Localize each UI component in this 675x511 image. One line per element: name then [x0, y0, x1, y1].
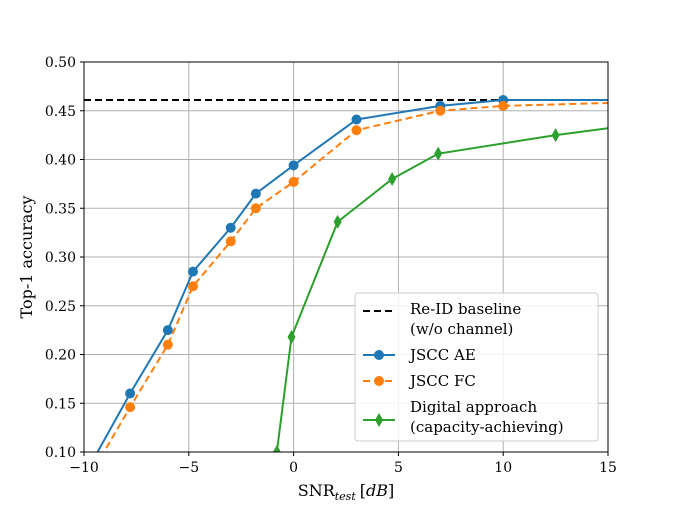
legend-box	[354, 292, 599, 442]
data-point-jscc-fc	[498, 100, 509, 111]
y-tick-label: 0.40	[45, 153, 76, 169]
data-point-jscc-fc	[187, 281, 198, 292]
data-point-jscc-ae	[351, 114, 362, 125]
data-point-digital-approach	[333, 214, 342, 229]
data-point-jscc-ae	[187, 266, 198, 277]
legend-label-re-id-baseline: (w/o channel)	[410, 320, 513, 338]
series-digital-approach	[272, 127, 608, 452]
data-point-jscc-ae	[162, 325, 173, 336]
y-tick-label: 0.20	[45, 348, 76, 364]
data-point-jscc-ae	[288, 160, 299, 171]
x-tick-label: 10	[494, 460, 512, 476]
y-axis-label: Top-1 accuracy	[17, 196, 36, 319]
data-point-jscc-ae	[250, 188, 261, 199]
y-tick-label: 0.30	[45, 250, 76, 266]
legend: Re-ID baseline (w/o channel) JSCC AE JSCC F…	[354, 292, 599, 442]
legend-marker-jscc-fc	[374, 376, 384, 386]
x-tick-label: 5	[394, 460, 403, 476]
data-point-jscc-fc	[435, 105, 446, 116]
data-point-digital-approach	[287, 329, 296, 344]
data-point-jscc-fc	[125, 402, 136, 413]
legend-label-jscc-ae: JSCC AE	[408, 346, 476, 364]
y-tick-label: 0.50	[45, 55, 76, 71]
legend-label-digital-approach: (capacity-achieving)	[410, 418, 564, 436]
legend-label-jscc-fc: JSCC FC	[408, 372, 476, 390]
x-tick-label: −10	[69, 460, 99, 476]
series-jscc-fc	[102, 100, 608, 452]
series-line-jscc-fc	[102, 101, 608, 452]
legend-label-digital-approach: Digital approach	[410, 398, 537, 416]
y-tick-label: 0.25	[45, 299, 76, 315]
ticks: −10 −5 0 5 10 15 0.10 0.15 0.20 0.25 0.30 0.35 0.40 0…	[45, 55, 617, 476]
data-point-jscc-ae	[225, 222, 236, 233]
data-point-jscc-fc	[250, 203, 261, 214]
data-point-jscc-fc	[351, 125, 362, 136]
legend-marker-digital-approach	[375, 413, 383, 427]
series-group	[84, 95, 608, 452]
y-tick-label: 0.15	[45, 396, 76, 412]
data-point-digital-approach	[434, 146, 443, 161]
x-axis-label: SNRtest [dB]	[298, 481, 395, 503]
data-point-digital-approach	[272, 445, 281, 452]
legend-marker-jscc-ae	[374, 350, 384, 360]
data-point-digital-approach	[551, 128, 560, 143]
x-tick-label: 0	[289, 460, 298, 476]
x-tick-label: 15	[599, 460, 617, 476]
data-point-jscc-fc	[288, 176, 299, 187]
y-tick-label: 0.45	[45, 104, 76, 120]
data-point-jscc-ae	[125, 388, 136, 399]
y-tick-label: 0.10	[45, 445, 76, 461]
x-tick-label: −5	[178, 460, 199, 476]
data-point-digital-approach	[388, 172, 397, 186]
legend-label-re-id-baseline: Re-ID baseline	[410, 300, 521, 318]
y-tick-label: 0.35	[45, 201, 76, 217]
data-point-jscc-fc	[162, 339, 173, 350]
data-point-jscc-fc	[225, 236, 236, 247]
